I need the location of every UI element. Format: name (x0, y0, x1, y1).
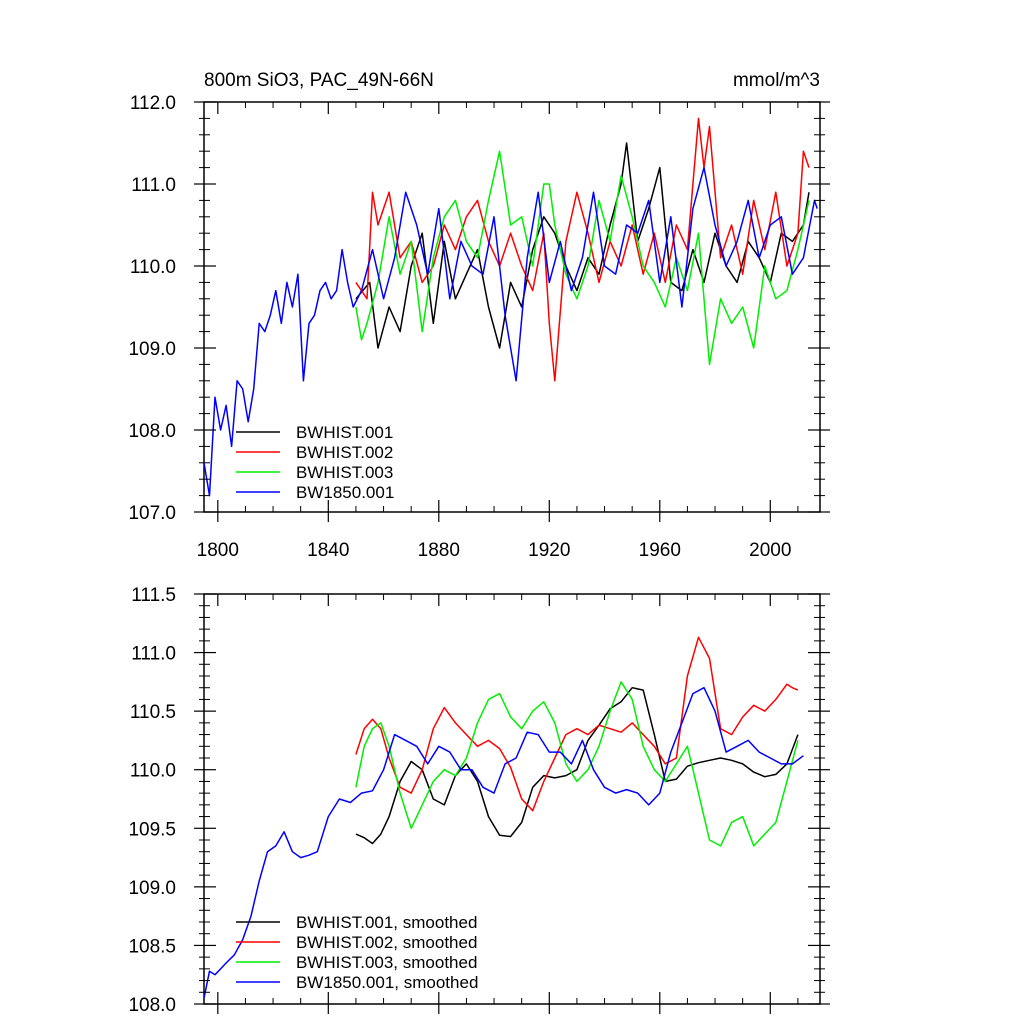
bottom-y-tick-label: 108.5 (128, 936, 176, 957)
chart-title: 800m SiO3, PAC_49N-66N (204, 70, 434, 91)
top-y-tick-label: 107.0 (128, 503, 176, 524)
top-x-tick-label: 1800 (197, 540, 239, 561)
top-series-line-4 (203, 166, 818, 497)
top-series-line-2 (355, 117, 810, 382)
top-legend-label: BWHIST.001 (296, 423, 393, 442)
top-y-tick-label: 108.0 (128, 421, 176, 442)
bottom-legend-label: BWHIST.002, smoothed (296, 933, 477, 952)
bottom-y-tick-label: 111.5 (131, 585, 176, 606)
top-y-tick-label: 111.0 (131, 175, 176, 196)
top-x-tick-label: 1920 (528, 540, 570, 561)
bottom-y-tick-label: 108.0 (128, 995, 176, 1016)
bottom-y-tick-label: 109.0 (128, 878, 176, 899)
bottom-series-line-3 (355, 681, 799, 847)
units-label: mmol/m^3 (733, 70, 820, 91)
bottom-line-chart: 108.0 108.5 109.0 109.5 110.0 110.5 111.0 111.5… (128, 585, 830, 1016)
top-series-line-1 (355, 142, 810, 349)
top-line-chart: 1800 1840 1880 1920 1960 2000 107.0 108.0 109.0 1… (128, 93, 830, 561)
top-plot-frame (203, 101, 821, 513)
bottom-y-tick-label: 111.0 (131, 644, 176, 665)
top-y-tick-label: 112.0 (130, 93, 176, 114)
bottom-series-line-2 (355, 636, 799, 812)
top-x-tick-label: 1960 (639, 540, 681, 561)
top-axis-ticks: 1800 1840 1880 1920 1960 2000 107.0 108.0 109.0 1… (128, 93, 830, 561)
bottom-series-line-4 (203, 686, 804, 999)
top-y-tick-label: 110.0 (130, 257, 176, 278)
top-y-tick-label: 109.0 (128, 339, 176, 360)
top-x-tick-label: 1880 (418, 540, 460, 561)
top-series-line-3 (355, 150, 810, 366)
bottom-legend-label: BWHIST.003, smoothed (296, 953, 477, 972)
top-series-group (203, 117, 818, 497)
bottom-series-line-1 (355, 686, 799, 845)
top-legend-label: BWHIST.003 (296, 463, 393, 482)
top-legend-label: BW1850.001 (296, 483, 394, 502)
bottom-y-tick-label: 110.5 (130, 702, 176, 723)
bottom-legend-label: BWHIST.001, smoothed (296, 913, 477, 932)
bottom-plot-frame (203, 593, 821, 1005)
top-x-tick-label: 2000 (749, 540, 791, 561)
bottom-y-tick-label: 109.5 (128, 819, 176, 840)
bottom-legend-label: BW1850.001, smoothed (296, 973, 478, 992)
bottom-y-tick-label: 110.0 (130, 761, 176, 782)
bottom-axis-ticks: 108.0 108.5 109.0 109.5 110.0 110.5 111.0 111.5 (128, 585, 830, 1016)
bottom-series-group (203, 636, 804, 999)
top-x-tick-label: 1840 (307, 540, 349, 561)
top-legend-label: BWHIST.002 (296, 443, 393, 462)
